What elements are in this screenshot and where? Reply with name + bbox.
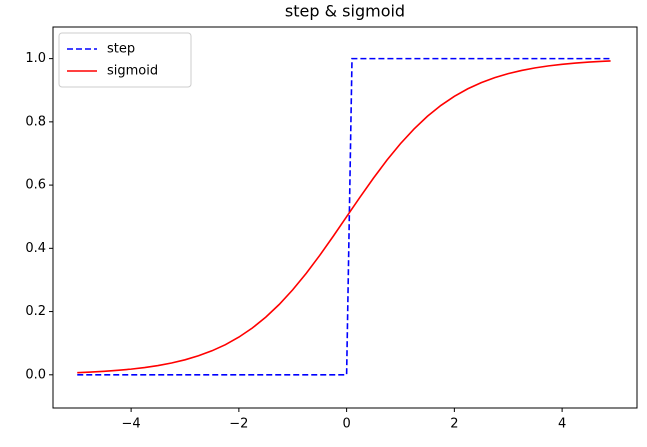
y-tick-label: 0.8 (25, 114, 46, 129)
y-tick-label: 0.0 (25, 367, 46, 382)
chart-title: step & sigmoid (285, 2, 405, 21)
y-tick-label: 0.2 (25, 304, 46, 319)
legend-label: step (107, 42, 135, 57)
x-tick-label: 2 (450, 417, 458, 432)
y-tick-label: 1.0 (25, 51, 46, 66)
y-tick-label: 0.6 (25, 178, 46, 193)
legend-label: sigmoid (107, 64, 158, 79)
x-tick-label: −4 (122, 417, 141, 432)
x-tick-label: −2 (229, 417, 248, 432)
x-tick-label: 0 (342, 417, 350, 432)
plot-frame (52, 26, 638, 409)
y-tick-label: 0.4 (25, 241, 46, 256)
line-series (77, 57, 611, 376)
line-series (77, 60, 611, 374)
legend-box (58, 32, 192, 88)
x-tick-label: 4 (558, 417, 566, 432)
